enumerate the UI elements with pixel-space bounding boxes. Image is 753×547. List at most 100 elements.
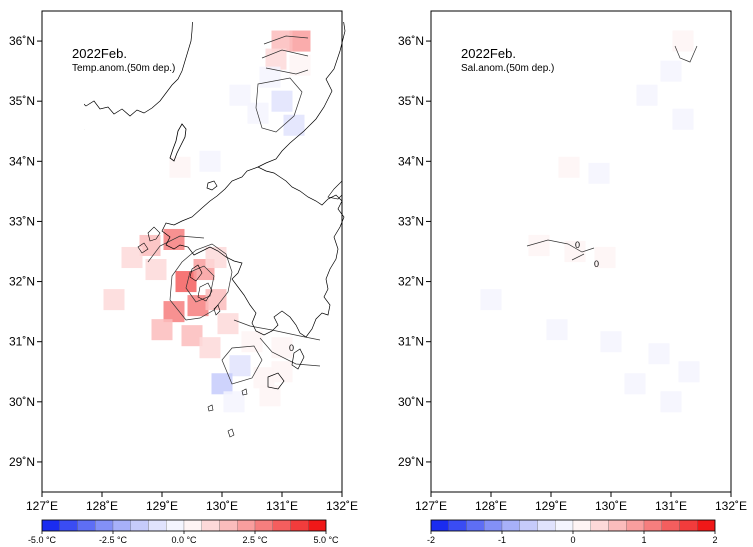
temp-anomaly-cell	[271, 361, 293, 383]
sal-anomaly-cell	[660, 391, 682, 413]
sal-anomaly-cell	[672, 108, 694, 130]
temp-anomaly-cell	[223, 391, 245, 413]
temp-colorbar-swatch	[59, 519, 78, 532]
temp-anomaly-cell	[271, 337, 293, 359]
temp-colorbar: -5.0 °C -2.5 °C 0.0 °C 2.5 °C 5.0 °C	[28, 519, 339, 545]
temp-map-background	[42, 11, 342, 492]
sal-colorbar-swatch	[555, 519, 574, 532]
sal-colorbar-label: 2	[712, 535, 717, 545]
sal-title: 2022Feb.	[461, 46, 516, 61]
sal-colorbar-swatch	[679, 519, 698, 532]
temp-colorbar-swatch	[148, 519, 167, 532]
temp-axes: 127˚E 128˚E 129˚E 130˚E 131˚E 132˚E 36˚N 35˚N 34…	[9, 34, 358, 513]
temp-colorbar-swatch	[166, 519, 185, 532]
temp-colorbar-swatch	[112, 519, 131, 532]
temp-anomaly-cell	[103, 289, 125, 311]
sal-colorbar-label: -1	[498, 535, 506, 545]
temp-x-tick-label: 132˚E	[326, 499, 358, 513]
temp-anomaly-cell	[247, 102, 269, 124]
temp-anomaly-cell	[169, 156, 191, 178]
temp-colorbar-swatch	[254, 519, 273, 532]
sal-y-tick-label: 31˚N	[398, 335, 424, 349]
sal-colorbar-swatch	[572, 519, 591, 532]
temp-colorbar-swatch	[219, 519, 238, 532]
sal-anomaly-cell	[564, 240, 586, 263]
temp-contour-label: 0	[289, 343, 294, 353]
sal-colorbar-swatch	[661, 519, 680, 532]
temp-x-tick-label: 127˚E	[26, 499, 58, 513]
temp-anomaly-cell	[205, 289, 227, 311]
temp-anomaly-cell	[271, 90, 293, 112]
temp-anomaly-cell	[289, 30, 311, 52]
temp-anomaly-cell	[199, 150, 221, 172]
temp-y-tick-label: 31˚N	[9, 335, 35, 349]
sal-colorbar-label: 0	[570, 535, 575, 545]
temp-anomaly-cell	[205, 246, 227, 269]
temp-y-tick-label: 29˚N	[9, 455, 35, 469]
sal-colorbar-swatch	[501, 519, 520, 532]
sal-colorbar-swatch	[448, 519, 467, 532]
temp-anomaly-cell	[265, 48, 287, 70]
temp-colorbar-swatch	[201, 519, 220, 532]
temp-y-tick-label: 30˚N	[9, 395, 35, 409]
temp-colorbar-swatch	[308, 519, 327, 532]
temp-y-tick-label: 33˚N	[9, 214, 35, 228]
temp-anomaly-cell	[229, 355, 251, 377]
sal-anomaly-cell	[624, 373, 646, 395]
temp-anomaly-cell	[181, 325, 203, 347]
temp-colorbar-label: 5.0 °C	[313, 535, 339, 545]
sal-map-frame	[430, 10, 732, 493]
temp-anomaly-cell	[229, 84, 251, 106]
temp-anomaly-cell	[253, 367, 275, 389]
sal-colorbar-swatch	[537, 519, 556, 532]
temp-anomaly-cell	[175, 271, 197, 293]
temp-colorbar-label: 0.0 °C	[171, 535, 197, 545]
sal-x-tick-label: 132˚E	[715, 499, 747, 513]
temp-colorbar-swatch	[272, 519, 291, 532]
sal-x-tick-label: 129˚E	[535, 499, 567, 513]
temp-colorbar-label: -5.0 °C	[28, 535, 57, 545]
sal-x-tick-label: 130˚E	[595, 499, 627, 513]
temp-anomaly-cell	[163, 228, 185, 250]
sal-x-tick-label: 128˚E	[475, 499, 507, 513]
sal-colorbar-label: 1	[641, 535, 646, 545]
temp-colorbar-swatch	[290, 519, 309, 532]
temp-x-tick-label: 131˚E	[266, 499, 298, 513]
temp-y-tick-label: 35˚N	[9, 94, 35, 108]
temp-colorbar-swatch	[130, 519, 149, 532]
sal-anomaly-cell	[636, 84, 658, 106]
sal-colorbar-swatch	[643, 519, 662, 532]
sal-anomaly-cell	[648, 343, 670, 365]
sal-anomaly-cell	[588, 162, 610, 184]
sal-anomaly-field	[480, 30, 700, 413]
sal-x-tick-label: 127˚E	[415, 499, 447, 513]
temp-colorbar-swatch	[95, 519, 114, 532]
sal-y-tick-label: 29˚N	[398, 455, 424, 469]
sal-anomaly-cell	[558, 156, 580, 178]
temp-x-tick-label: 130˚E	[206, 499, 238, 513]
sal-y-tick-label: 30˚N	[398, 395, 424, 409]
sal-anomaly-cell	[600, 331, 622, 353]
temp-title: 2022Feb.	[72, 46, 127, 61]
temp-colorbar-swatch	[237, 519, 256, 532]
temp-anomaly-cell	[139, 234, 161, 257]
temp-anomaly-cell	[145, 259, 167, 281]
sal-anomaly-cell	[528, 234, 550, 257]
sal-colorbar-swatch	[466, 519, 485, 532]
sal-anomaly-cell	[672, 30, 694, 52]
sal-contours	[526, 45, 698, 261]
temp-colorbar-label: 2.5 °C	[242, 535, 268, 545]
sal-axes: 127˚E 128˚E 129˚E 130˚E 131˚E 132˚E 36˚N 35˚N 34…	[398, 34, 747, 513]
sal-anomaly-cell	[546, 319, 568, 341]
temp-colorbar-label: -2.5 °C	[99, 535, 128, 545]
sal-anomaly-cell	[594, 246, 616, 269]
sal-contour-label-2: 0	[594, 259, 599, 269]
sal-anomaly-cell	[660, 60, 682, 82]
sal-colorbar-label: -2	[427, 535, 435, 545]
sal-colorbar-swatch	[590, 519, 609, 532]
temp-anomaly-cell	[259, 66, 281, 88]
sal-subtitle: Sal.anom.(50m dep.)	[461, 63, 554, 74]
sal-y-tick-label: 34˚N	[398, 154, 424, 168]
sal-map-panel: 0 0 127˚E 128˚E 129˚E 130˚E 131˚E 132˚E 36˚N 35…	[398, 10, 747, 545]
temp-map-panel: 0 127˚E 128˚E 129˚E 130˚E 131˚E 132˚E 36˚N 35˚N…	[9, 10, 358, 545]
